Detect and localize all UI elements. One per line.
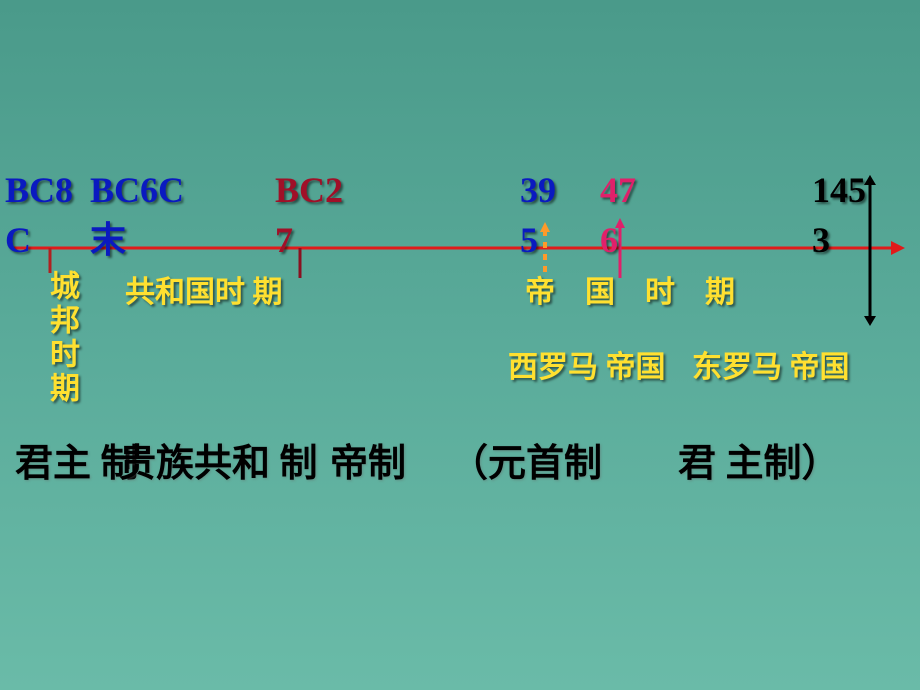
system-imperial: 帝制 bbox=[330, 440, 406, 489]
date-bc27: BC2 7 bbox=[275, 165, 343, 266]
date-1453: 145 3 bbox=[812, 165, 866, 266]
empire-east: 东罗马 帝国 bbox=[692, 348, 850, 387]
empire-west: 西罗马 帝国 bbox=[508, 348, 666, 387]
date-bc8c: BC8 C bbox=[5, 165, 73, 266]
system-principate: （元首制 君 主制） bbox=[450, 440, 840, 489]
period-republic: 共和国时 期 bbox=[125, 272, 283, 314]
timeline-axis bbox=[0, 0, 920, 690]
date-395: 39 5 bbox=[520, 165, 556, 266]
period-city-state: 城邦时期 bbox=[40, 270, 82, 406]
date-476: 47 6 bbox=[600, 165, 636, 266]
date-bc6c: BC6C 末 bbox=[90, 165, 184, 266]
system-aristocratic: 贵族共和 制 bbox=[118, 440, 318, 489]
period-empire: 帝 国 时 期 bbox=[525, 272, 735, 314]
timeline-diagram: BC8 C BC6C 末 BC2 7 39 5 47 6 145 3 城邦时期 … bbox=[0, 0, 920, 690]
